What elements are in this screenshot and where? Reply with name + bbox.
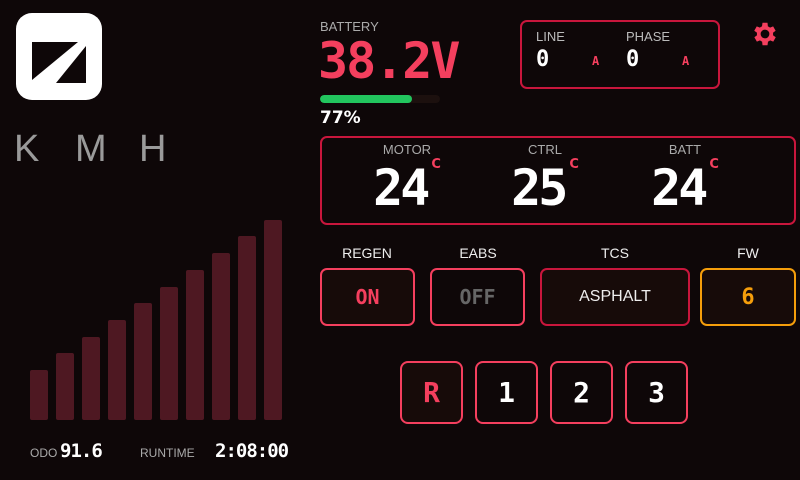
speed-bar (212, 253, 230, 420)
odo-value: 91.6 (60, 440, 103, 462)
gear-2-button[interactable]: 2 (550, 361, 613, 424)
gear-icon (754, 22, 776, 46)
tcs-label: TCS (601, 245, 629, 261)
phase-value: 0 (626, 47, 640, 72)
speed-bar (264, 219, 282, 420)
temp-motor: MOTOR 24 C (339, 142, 475, 219)
temp-label: BATT (668, 142, 702, 157)
battery-progress-bar (320, 95, 440, 103)
speed-bar (186, 269, 204, 420)
temp-unit: C (709, 157, 719, 172)
temp-unit: C (569, 157, 579, 172)
temp-unit: C (431, 157, 441, 172)
runtime-value: 2:08:00 (215, 440, 289, 462)
eabs-label: EABS (459, 245, 497, 261)
speed-bar (160, 286, 178, 420)
tcs-select[interactable]: ASPHALT (540, 268, 690, 326)
speed-bar (134, 303, 152, 420)
speed-unit-h: H (139, 128, 167, 170)
regen-toggle[interactable]: ON (320, 268, 415, 326)
slashed-square-logo-icon (32, 42, 86, 83)
temp-value: 24 (651, 159, 708, 217)
regen-label: REGEN (342, 245, 392, 261)
eabs-toggle[interactable]: OFF (430, 268, 525, 326)
speed-unit-k: K (14, 128, 40, 170)
battery-progress-fill (320, 95, 413, 103)
fw-label: FW (737, 245, 759, 261)
temp-batt: BATT 24 C (617, 142, 753, 219)
temp-value: 24 (373, 159, 430, 217)
phase-unit: A (682, 54, 690, 68)
battery-percent: 77% (320, 108, 361, 128)
settings-button[interactable] (750, 19, 780, 49)
battery-voltage: 38.2V (318, 36, 461, 86)
logo (16, 13, 102, 100)
line-unit: A (592, 54, 600, 68)
odo-label: ODO (30, 446, 58, 460)
temp-label: MOTOR (382, 142, 432, 157)
battery-label: BATTERY (320, 19, 379, 34)
current-panel: LINE 0 A PHASE 0 A (520, 20, 720, 89)
gear-3-button[interactable]: 3 (625, 361, 688, 424)
speed-bar (82, 336, 100, 420)
phase-label: PHASE (626, 29, 671, 44)
speed-bar (108, 319, 126, 420)
speed-bar (238, 236, 256, 420)
gear-1-button[interactable]: 1 (475, 361, 538, 424)
runtime-label: RUNTIME (140, 446, 195, 460)
speed-bar (56, 353, 74, 420)
temp-value: 25 (511, 159, 568, 217)
temperature-panel: MOTOR 24 C CTRL 25 C BATT 24 C (320, 136, 796, 225)
gear-r-button[interactable]: R (400, 361, 463, 424)
speed-bar (30, 370, 48, 420)
temp-label: CTRL (528, 142, 562, 157)
temp-ctrl: CTRL 25 C (477, 142, 613, 219)
speed-unit-m: M (75, 128, 107, 170)
line-value: 0 (536, 47, 550, 72)
line-label: LINE (536, 29, 565, 44)
fw-select[interactable]: 6 (700, 268, 796, 326)
